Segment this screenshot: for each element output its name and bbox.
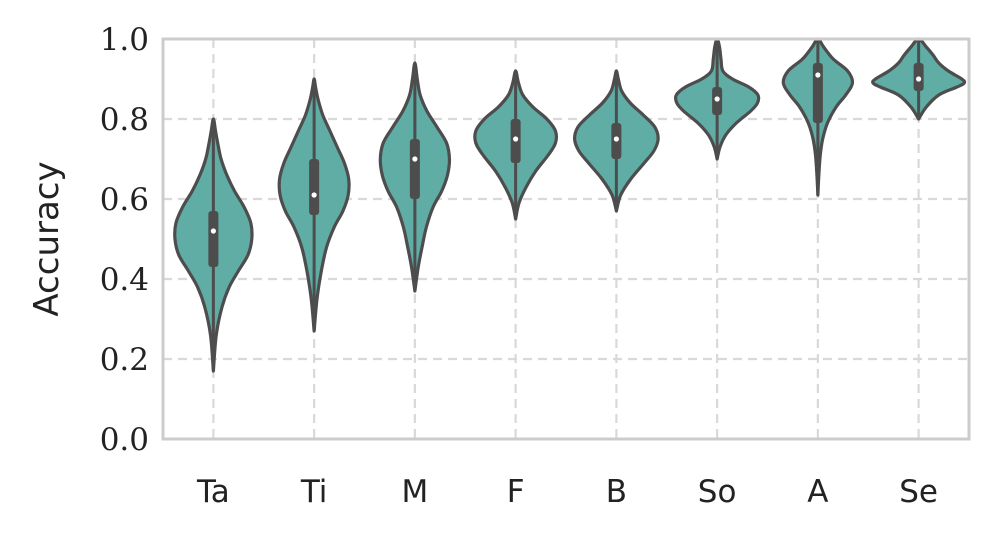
x-tick-label: Ta <box>196 474 230 510</box>
y-tick-label: 0.8 <box>100 102 149 138</box>
violin-iqr-box <box>812 63 823 123</box>
x-axis-ticks: Ta Ti M F B So A Se <box>196 474 938 510</box>
y-tick-label: 0.4 <box>100 262 149 298</box>
y-tick-label: 0.0 <box>100 422 149 458</box>
plot-frame <box>161 37 971 441</box>
violin-median-dot <box>412 156 418 162</box>
violin-M <box>378 61 452 293</box>
violin-median-dot <box>513 136 519 142</box>
y-axis-ticks: 0.0 0.2 0.4 0.6 0.8 1.0 <box>100 22 149 458</box>
violin-median-dot <box>311 192 317 198</box>
violin-median-dot <box>613 136 619 142</box>
y-tick-label: 0.6 <box>100 182 149 218</box>
x-tick-label: F <box>507 474 525 510</box>
y-tick-label: 0.2 <box>100 342 149 378</box>
violin-F <box>473 69 559 221</box>
violin-median-dot <box>210 228 216 234</box>
grid-lines <box>163 39 969 439</box>
violin-median-dot <box>916 76 922 82</box>
violin-iqr-box <box>309 159 320 215</box>
violin-Ti <box>277 77 351 333</box>
violin-A <box>781 37 855 197</box>
violin-iqr-box <box>208 211 219 267</box>
violin-iqr-box <box>409 139 420 199</box>
x-tick-label: So <box>698 474 737 510</box>
x-tick-label: B <box>606 474 627 510</box>
y-axis-label: Accuracy <box>27 161 67 316</box>
violin-B <box>573 69 660 213</box>
violins <box>173 37 967 373</box>
x-tick-label: Se <box>899 474 938 510</box>
violin-median-dot <box>714 96 720 102</box>
y-tick-label: 1.0 <box>100 22 149 58</box>
violin-So <box>673 37 761 161</box>
violin-Ta <box>173 117 254 373</box>
x-tick-label: A <box>807 474 828 510</box>
violin-median-dot <box>815 72 821 78</box>
violin-Se <box>871 37 967 121</box>
x-tick-label: Ti <box>300 474 328 510</box>
x-tick-label: M <box>402 474 429 510</box>
